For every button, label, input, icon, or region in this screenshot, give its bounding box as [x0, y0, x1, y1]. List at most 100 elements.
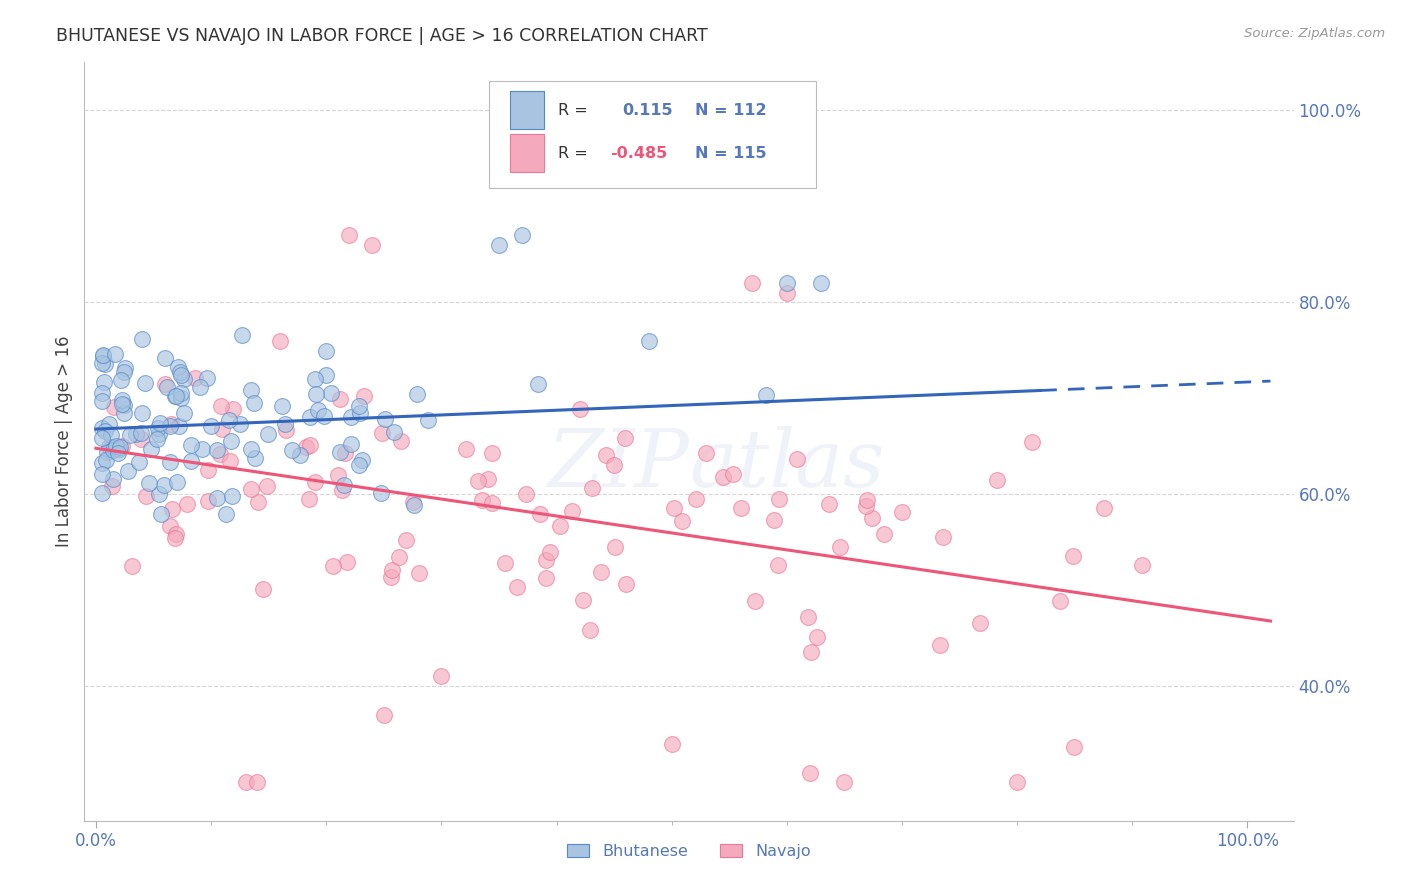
Point [298, 438, 321, 452]
Point [117, 464, 139, 478]
Point [271, 400, 294, 414]
Point [170, 368, 193, 382]
Point [581, 481, 603, 495]
Point [589, 566, 612, 580]
Point [381, 563, 404, 577]
Point [1049, 594, 1071, 608]
Point [810, 276, 832, 290]
Point [114, 365, 136, 379]
Point [614, 577, 637, 591]
Point [510, 228, 533, 243]
Point [160, 417, 183, 431]
Point [135, 489, 157, 503]
Point [111, 393, 134, 408]
Point [506, 580, 529, 594]
Point [120, 428, 142, 442]
Point [90, 356, 112, 370]
Point [776, 276, 799, 290]
Point [246, 775, 269, 789]
Point [148, 427, 170, 442]
Point [456, 442, 478, 456]
Point [138, 476, 160, 491]
Point [100, 428, 122, 442]
Point [481, 496, 503, 510]
Point [333, 477, 356, 491]
Point [408, 566, 430, 581]
Point [1062, 549, 1084, 564]
Point [165, 389, 187, 403]
Point [929, 638, 952, 652]
Point [578, 623, 600, 637]
Point [243, 451, 266, 466]
Point [548, 519, 571, 533]
Point [252, 582, 274, 596]
Point [169, 419, 191, 434]
Point [664, 500, 686, 515]
Point [828, 541, 851, 555]
Point [281, 443, 304, 458]
Point [637, 334, 659, 348]
Point [768, 558, 790, 572]
Point [986, 473, 1008, 487]
Point [90, 456, 112, 470]
Point [741, 276, 763, 290]
Point [290, 448, 312, 462]
Point [855, 493, 877, 508]
Point [197, 371, 219, 385]
Point [256, 479, 278, 493]
Point [481, 446, 503, 460]
Point [529, 507, 551, 521]
Point [184, 371, 207, 385]
Text: R =: R = [558, 103, 588, 118]
Point [231, 327, 253, 342]
Point [180, 438, 202, 452]
Point [148, 487, 170, 501]
Point [515, 487, 537, 501]
Legend: Bhutanese, Navajo: Bhutanese, Navajo [561, 838, 817, 866]
Point [304, 475, 326, 489]
Point [170, 392, 193, 406]
Point [101, 479, 124, 493]
Point [91, 347, 114, 361]
Point [307, 403, 329, 417]
Point [96, 453, 118, 467]
Point [402, 498, 425, 512]
Point [314, 409, 336, 423]
Point [538, 545, 561, 559]
Point [969, 616, 991, 631]
Point [173, 372, 195, 386]
Point [332, 483, 354, 497]
Point [96, 445, 118, 459]
Point [219, 434, 242, 448]
Point [295, 440, 318, 454]
Y-axis label: In Labor Force | Age > 16: In Labor Force | Age > 16 [55, 335, 73, 548]
Point [333, 445, 356, 459]
Point [322, 558, 344, 573]
Point [90, 431, 112, 445]
Point [418, 413, 440, 427]
Point [762, 513, 785, 527]
Point [603, 458, 626, 473]
Point [131, 407, 153, 421]
Point [304, 372, 326, 386]
Point [98, 417, 121, 432]
Point [121, 558, 143, 573]
Point [93, 357, 115, 371]
Point [860, 511, 883, 525]
Point [165, 531, 187, 545]
Point [430, 668, 453, 682]
Point [1021, 435, 1043, 450]
Point [240, 383, 263, 397]
Text: atlas: atlas [689, 425, 884, 503]
Point [298, 409, 321, 424]
Point [159, 455, 181, 469]
Point [257, 427, 280, 442]
Point [170, 385, 193, 400]
Point [730, 500, 752, 515]
Point [159, 419, 181, 434]
Text: BHUTANESE VS NAVAJO IN LABOR FORCE | AGE > 16 CORRELATION CHART: BHUTANESE VS NAVAJO IN LABOR FORCE | AGE… [56, 27, 709, 45]
Point [129, 432, 152, 446]
Point [125, 427, 148, 442]
Point [139, 442, 162, 456]
Point [90, 421, 112, 435]
